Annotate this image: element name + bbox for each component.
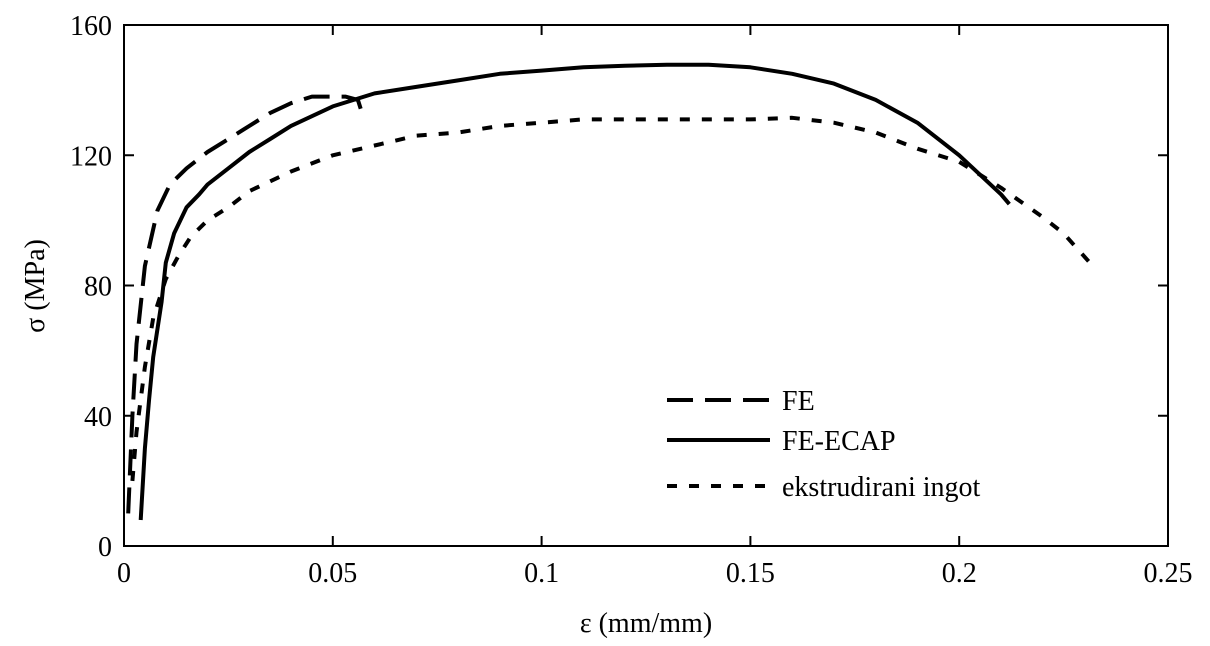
x-tick-label: 0.2 [942, 558, 977, 589]
series-line-fe [126, 94, 364, 514]
series-line-ekstrudirani-ingot [130, 115, 1095, 482]
legend-label: FE-ECAP [782, 426, 896, 457]
x-axis-label: ε (mm/mm) [580, 608, 712, 639]
y-tick-label: 160 [70, 11, 112, 42]
y-tick-label: 80 [84, 272, 112, 303]
y-tick-label: 40 [84, 402, 112, 433]
x-tick-label: 0.15 [726, 558, 775, 589]
x-axis-ticks: 0 0.05 0.1 0.15 0.2 0.25 [117, 25, 1193, 589]
x-tick-label: 0.1 [524, 558, 559, 589]
y-axis-ticks: 0 40 80 120 160 [70, 11, 1168, 563]
x-tick-label: 0.05 [308, 558, 357, 589]
legend-label: ekstrudirani ingot [782, 472, 981, 503]
series-layer [126, 62, 1095, 521]
legend: FE FE-ECAP ekstrudirani ingot [667, 386, 981, 503]
x-tick-label: 0 [117, 558, 131, 589]
plot-frame [123, 24, 1169, 547]
x-tick-label: 0.25 [1144, 558, 1193, 589]
series-line-fe-ecap [138, 62, 1011, 521]
y-tick-label: 120 [70, 141, 112, 172]
y-axis-label: σ (MPa) [20, 239, 51, 333]
legend-label: FE [782, 386, 815, 417]
y-tick-label: 0 [98, 532, 112, 563]
